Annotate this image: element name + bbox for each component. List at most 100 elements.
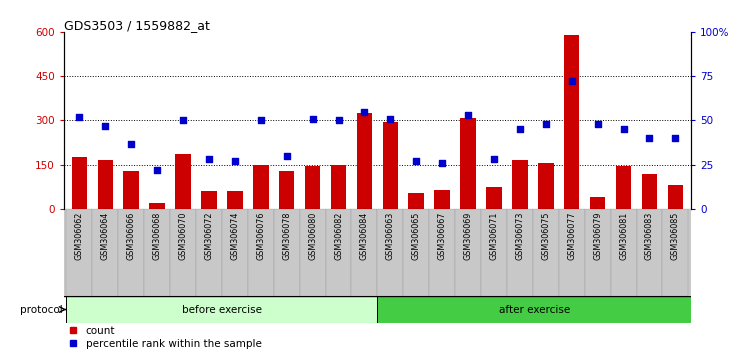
Bar <box>325 209 351 296</box>
Bar <box>585 209 611 296</box>
Point <box>669 135 681 141</box>
Bar <box>403 209 430 296</box>
Text: GSM306077: GSM306077 <box>567 212 576 260</box>
Bar <box>92 209 118 296</box>
Point <box>177 118 189 123</box>
Text: GSM306071: GSM306071 <box>490 212 499 260</box>
Point <box>514 126 526 132</box>
Text: GSM306063: GSM306063 <box>386 212 395 260</box>
Point <box>99 123 111 129</box>
Bar <box>611 209 637 296</box>
Point <box>410 158 422 164</box>
Bar <box>118 209 144 296</box>
Point <box>436 160 448 166</box>
Text: GDS3503 / 1559882_at: GDS3503 / 1559882_at <box>64 19 210 32</box>
Text: GSM306078: GSM306078 <box>282 212 291 260</box>
Point <box>592 121 604 127</box>
Bar <box>248 209 273 296</box>
Point <box>540 121 552 127</box>
Bar <box>273 209 300 296</box>
Text: GSM306075: GSM306075 <box>541 212 550 260</box>
Text: GSM306085: GSM306085 <box>671 212 680 260</box>
Point <box>462 112 474 118</box>
Text: protocol: protocol <box>20 304 63 314</box>
Bar <box>382 122 398 209</box>
Point <box>385 116 397 121</box>
Bar <box>144 209 170 296</box>
Text: GSM306083: GSM306083 <box>645 212 654 260</box>
Text: after exercise: after exercise <box>499 304 570 314</box>
Bar <box>196 209 222 296</box>
Bar <box>378 209 403 296</box>
Text: GSM306082: GSM306082 <box>334 212 343 260</box>
Legend: count, percentile rank within the sample: count, percentile rank within the sample <box>69 326 261 349</box>
Text: GSM306080: GSM306080 <box>308 212 317 260</box>
Bar <box>330 165 346 209</box>
Text: GSM306084: GSM306084 <box>360 212 369 260</box>
Bar <box>71 158 87 209</box>
Text: GSM306064: GSM306064 <box>101 212 110 260</box>
Bar <box>641 174 657 209</box>
Bar <box>201 192 217 209</box>
Bar <box>170 209 196 296</box>
Bar <box>507 209 533 296</box>
Point <box>306 116 318 121</box>
Bar <box>668 185 683 209</box>
Bar <box>455 209 481 296</box>
Text: GSM306065: GSM306065 <box>412 212 421 260</box>
Bar <box>486 187 502 209</box>
Bar <box>481 209 507 296</box>
Bar <box>149 203 165 209</box>
Bar <box>616 166 632 209</box>
Point <box>255 118 267 123</box>
Bar <box>378 296 691 323</box>
Text: GSM306079: GSM306079 <box>593 212 602 260</box>
Bar <box>430 209 455 296</box>
Bar <box>434 190 450 209</box>
Text: GSM306070: GSM306070 <box>179 212 188 260</box>
Bar <box>227 192 243 209</box>
Text: GSM306073: GSM306073 <box>515 212 524 260</box>
Text: GSM306069: GSM306069 <box>463 212 472 260</box>
Text: GSM306067: GSM306067 <box>438 212 447 260</box>
Bar <box>66 296 377 323</box>
Bar <box>662 209 689 296</box>
Point <box>74 114 86 120</box>
Text: GSM306066: GSM306066 <box>127 212 136 260</box>
Point <box>358 109 370 114</box>
Bar <box>409 193 424 209</box>
Text: GSM306072: GSM306072 <box>204 212 213 260</box>
Bar <box>538 163 553 209</box>
Point <box>229 158 241 164</box>
Bar <box>533 209 559 296</box>
Bar <box>279 171 294 209</box>
Point <box>203 156 215 162</box>
Bar <box>253 165 269 209</box>
Bar <box>564 35 580 209</box>
Point <box>151 167 163 173</box>
Bar <box>590 197 605 209</box>
Bar <box>351 209 378 296</box>
Bar <box>222 209 248 296</box>
Bar <box>357 113 372 209</box>
Point <box>644 135 656 141</box>
Bar <box>559 209 585 296</box>
Point <box>566 79 578 84</box>
Bar <box>305 166 321 209</box>
Bar <box>98 160 113 209</box>
Bar <box>66 209 92 296</box>
Point <box>281 153 293 159</box>
Text: GSM306062: GSM306062 <box>75 212 84 260</box>
Bar <box>512 160 528 209</box>
Bar <box>460 118 476 209</box>
Text: GSM306074: GSM306074 <box>231 212 240 260</box>
Point <box>488 156 500 162</box>
Bar <box>123 171 139 209</box>
Bar <box>300 209 325 296</box>
Point <box>125 141 137 146</box>
Point <box>333 118 345 123</box>
Bar <box>637 209 662 296</box>
Text: GSM306076: GSM306076 <box>256 212 265 260</box>
Bar <box>175 154 191 209</box>
Point <box>617 126 629 132</box>
